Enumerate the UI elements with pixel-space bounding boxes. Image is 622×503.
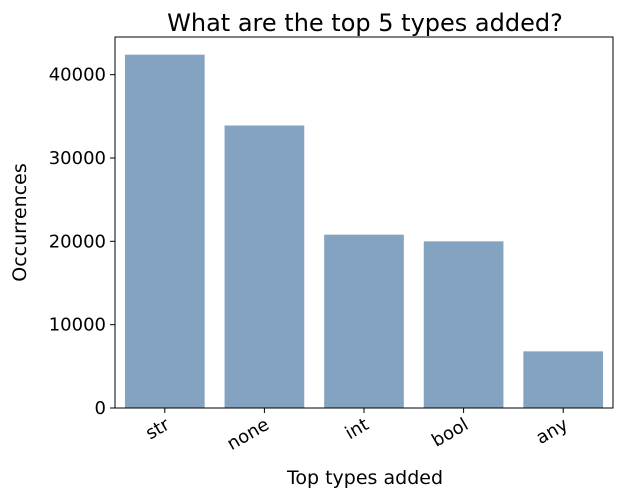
y-axis-ticks: 0 10000 20000 30000 40000 bbox=[49, 65, 115, 419]
x-tick-label: bool bbox=[428, 414, 472, 451]
x-tick-label: any bbox=[533, 414, 572, 449]
y-tick-label: 20000 bbox=[49, 231, 106, 252]
y-tick-label: 30000 bbox=[49, 148, 106, 169]
chart-title: What are the top 5 types added? bbox=[167, 9, 563, 37]
y-tick-label: 10000 bbox=[49, 315, 106, 336]
bar-none bbox=[224, 125, 305, 408]
bar-str bbox=[124, 54, 205, 409]
y-tick-label: 0 bbox=[95, 398, 106, 419]
bars-group bbox=[124, 54, 604, 409]
x-tick-label: int bbox=[342, 414, 373, 444]
x-axis-ticks: str none int bool any bbox=[142, 408, 572, 455]
bar-any bbox=[523, 351, 604, 408]
y-tick-label: 40000 bbox=[49, 65, 106, 86]
bar-int bbox=[324, 234, 404, 408]
x-tick-label: str bbox=[142, 414, 174, 444]
bar-bool bbox=[423, 241, 504, 408]
y-axis-label: Occurrences bbox=[9, 163, 31, 282]
x-axis-label: Top types added bbox=[286, 467, 443, 489]
plot-frame bbox=[114, 36, 614, 409]
x-tick-label: none bbox=[224, 414, 273, 455]
